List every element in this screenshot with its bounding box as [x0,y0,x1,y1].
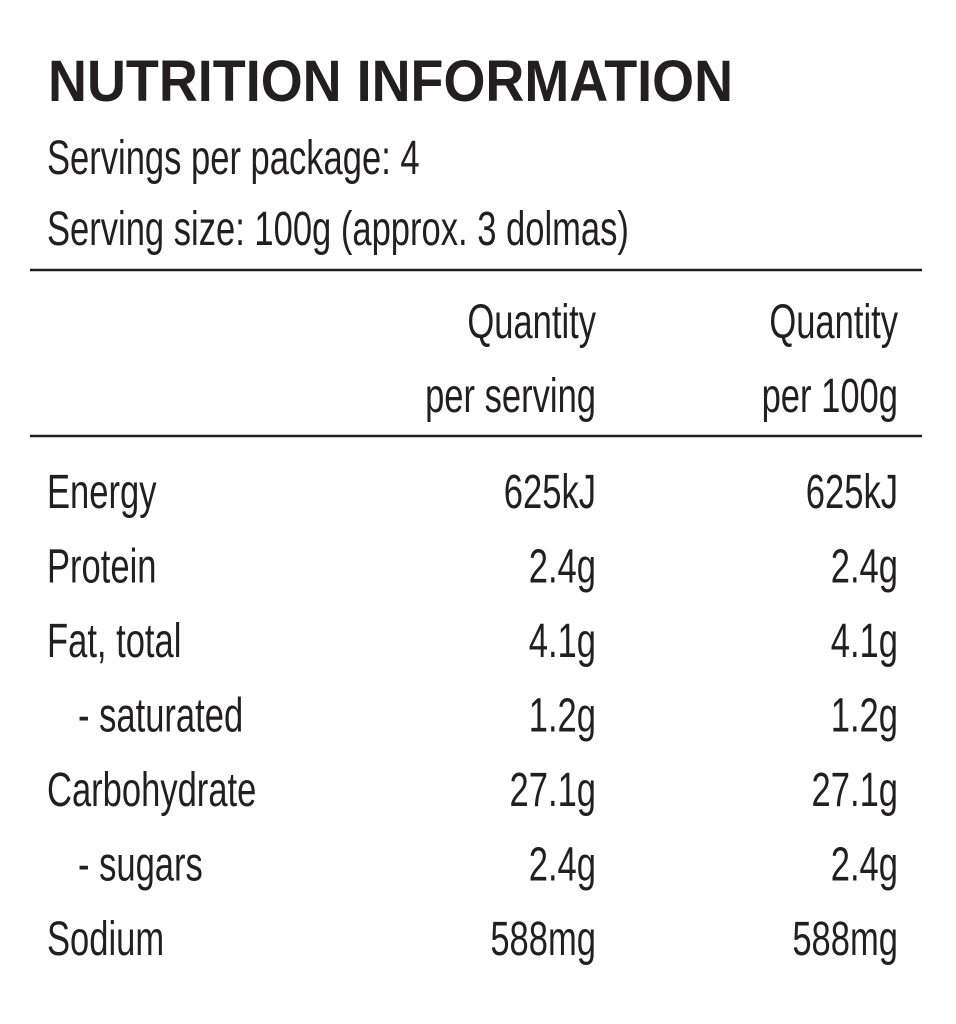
serving-size: Serving size: 100g (approx. 3 dolmas) [47,201,629,255]
nutrient-value: 625kJ [504,464,596,518]
nutrient-value: 2.4g [831,539,898,593]
nutrient-value: 1.2g [529,688,596,742]
nutrient-label: Sodium [47,911,164,965]
nutrient-value: 2.4g [529,539,596,593]
nutrient-value: 2.4g [529,837,596,891]
column-header: per serving [425,368,596,422]
nutrient-label: Protein [47,539,156,593]
nutrient-label: Fat, total [47,613,181,667]
servings-per-package: Servings per package: 4 [47,130,420,184]
nutrient-value: 27.1g [510,762,596,816]
nutrient-label: Energy [47,464,157,518]
nutrient-value: 4.1g [529,613,596,667]
column-header: Quantity [769,294,898,348]
column-header: per 100g [762,368,898,422]
nutrient-value: 588mg [490,911,596,965]
title: NUTRITION INFORMATION [48,48,733,113]
nutrient-label: Carbohydrate [47,762,256,816]
column-header: Quantity [467,294,596,348]
nutrient-label: - sugars [78,837,203,891]
nutrient-value: 588mg [792,911,898,965]
nutrient-value: 27.1g [812,762,898,816]
nutrient-value: 1.2g [831,688,898,742]
nutrient-value: 4.1g [831,613,898,667]
nutrient-value: 2.4g [831,837,898,891]
nutrient-value: 625kJ [806,464,898,518]
nutrient-label: - saturated [78,688,243,742]
